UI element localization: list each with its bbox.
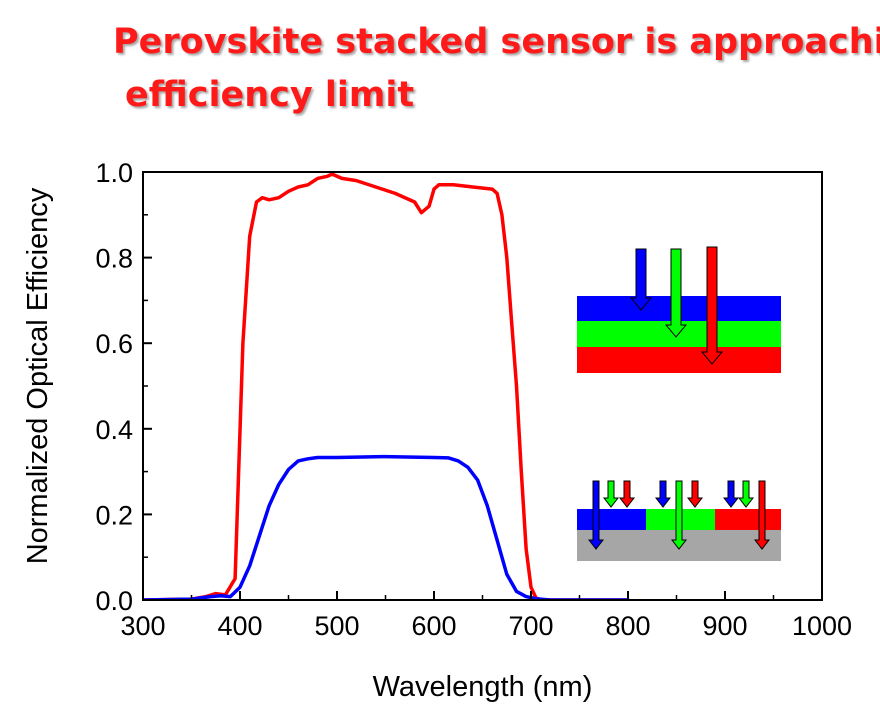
filter-arrow-green-small-icon (602, 480, 620, 508)
filter-arrow-red-icon (753, 480, 771, 550)
filter-arrow-blue-small-icon-2 (722, 480, 740, 508)
title-line-1: Perovskite stacked sensor is approaching (113, 22, 880, 62)
x-tick-label: 800 (605, 611, 650, 641)
x-tick-label: 500 (314, 611, 359, 641)
y-tick-label: 0.8 (95, 244, 133, 274)
x-tick-label: 1000 (792, 611, 852, 641)
filter-arrow-green-icon (670, 480, 688, 550)
series-line-0 (143, 172, 630, 600)
axes-layer: 300 400 500 600 700 800 900 1000 0.0 0.2 0.4 0.6 0.8… (22, 158, 852, 703)
filter-red (715, 509, 781, 530)
filter-blue (577, 509, 646, 530)
bayer-sensor-inset (577, 480, 781, 561)
stacked-sensor-inset (577, 246, 781, 373)
filter-arrow-red-small-icon-2 (686, 480, 704, 508)
stack-layer-red (577, 347, 781, 373)
y-tick-label: 0.4 (95, 415, 133, 445)
arrow-red-icon (700, 246, 724, 365)
title-line-2: efficiency limit (125, 75, 415, 115)
slide-title: Perovskite stacked sensor is approaching… (0, 0, 880, 120)
filter-arrow-green-small-icon-2 (737, 480, 755, 508)
series-layer (143, 172, 630, 600)
filter-arrow-blue-small-icon (654, 480, 672, 508)
x-tick-label: 900 (702, 611, 747, 641)
arrow-green-icon (664, 248, 688, 338)
x-tick-label: 700 (508, 611, 553, 641)
arrow-blue-icon (629, 248, 653, 311)
y-tick-label: 0.0 (95, 586, 133, 616)
y-tick-label: 0.6 (95, 329, 133, 359)
y-tick-label: 1.0 (95, 158, 133, 188)
y-axis-label: Normalized Optical Efficiency (22, 187, 54, 564)
x-tick-label: 600 (411, 611, 456, 641)
x-tick-label: 300 (120, 611, 165, 641)
filter-arrow-red-small-icon (618, 480, 636, 508)
x-axis-label: Wavelength (nm) (373, 671, 593, 703)
y-tick-label: 0.2 (95, 500, 133, 530)
x-tick-label: 400 (217, 611, 262, 641)
series-line-1 (143, 454, 630, 600)
filter-arrow-blue-icon (587, 480, 605, 550)
